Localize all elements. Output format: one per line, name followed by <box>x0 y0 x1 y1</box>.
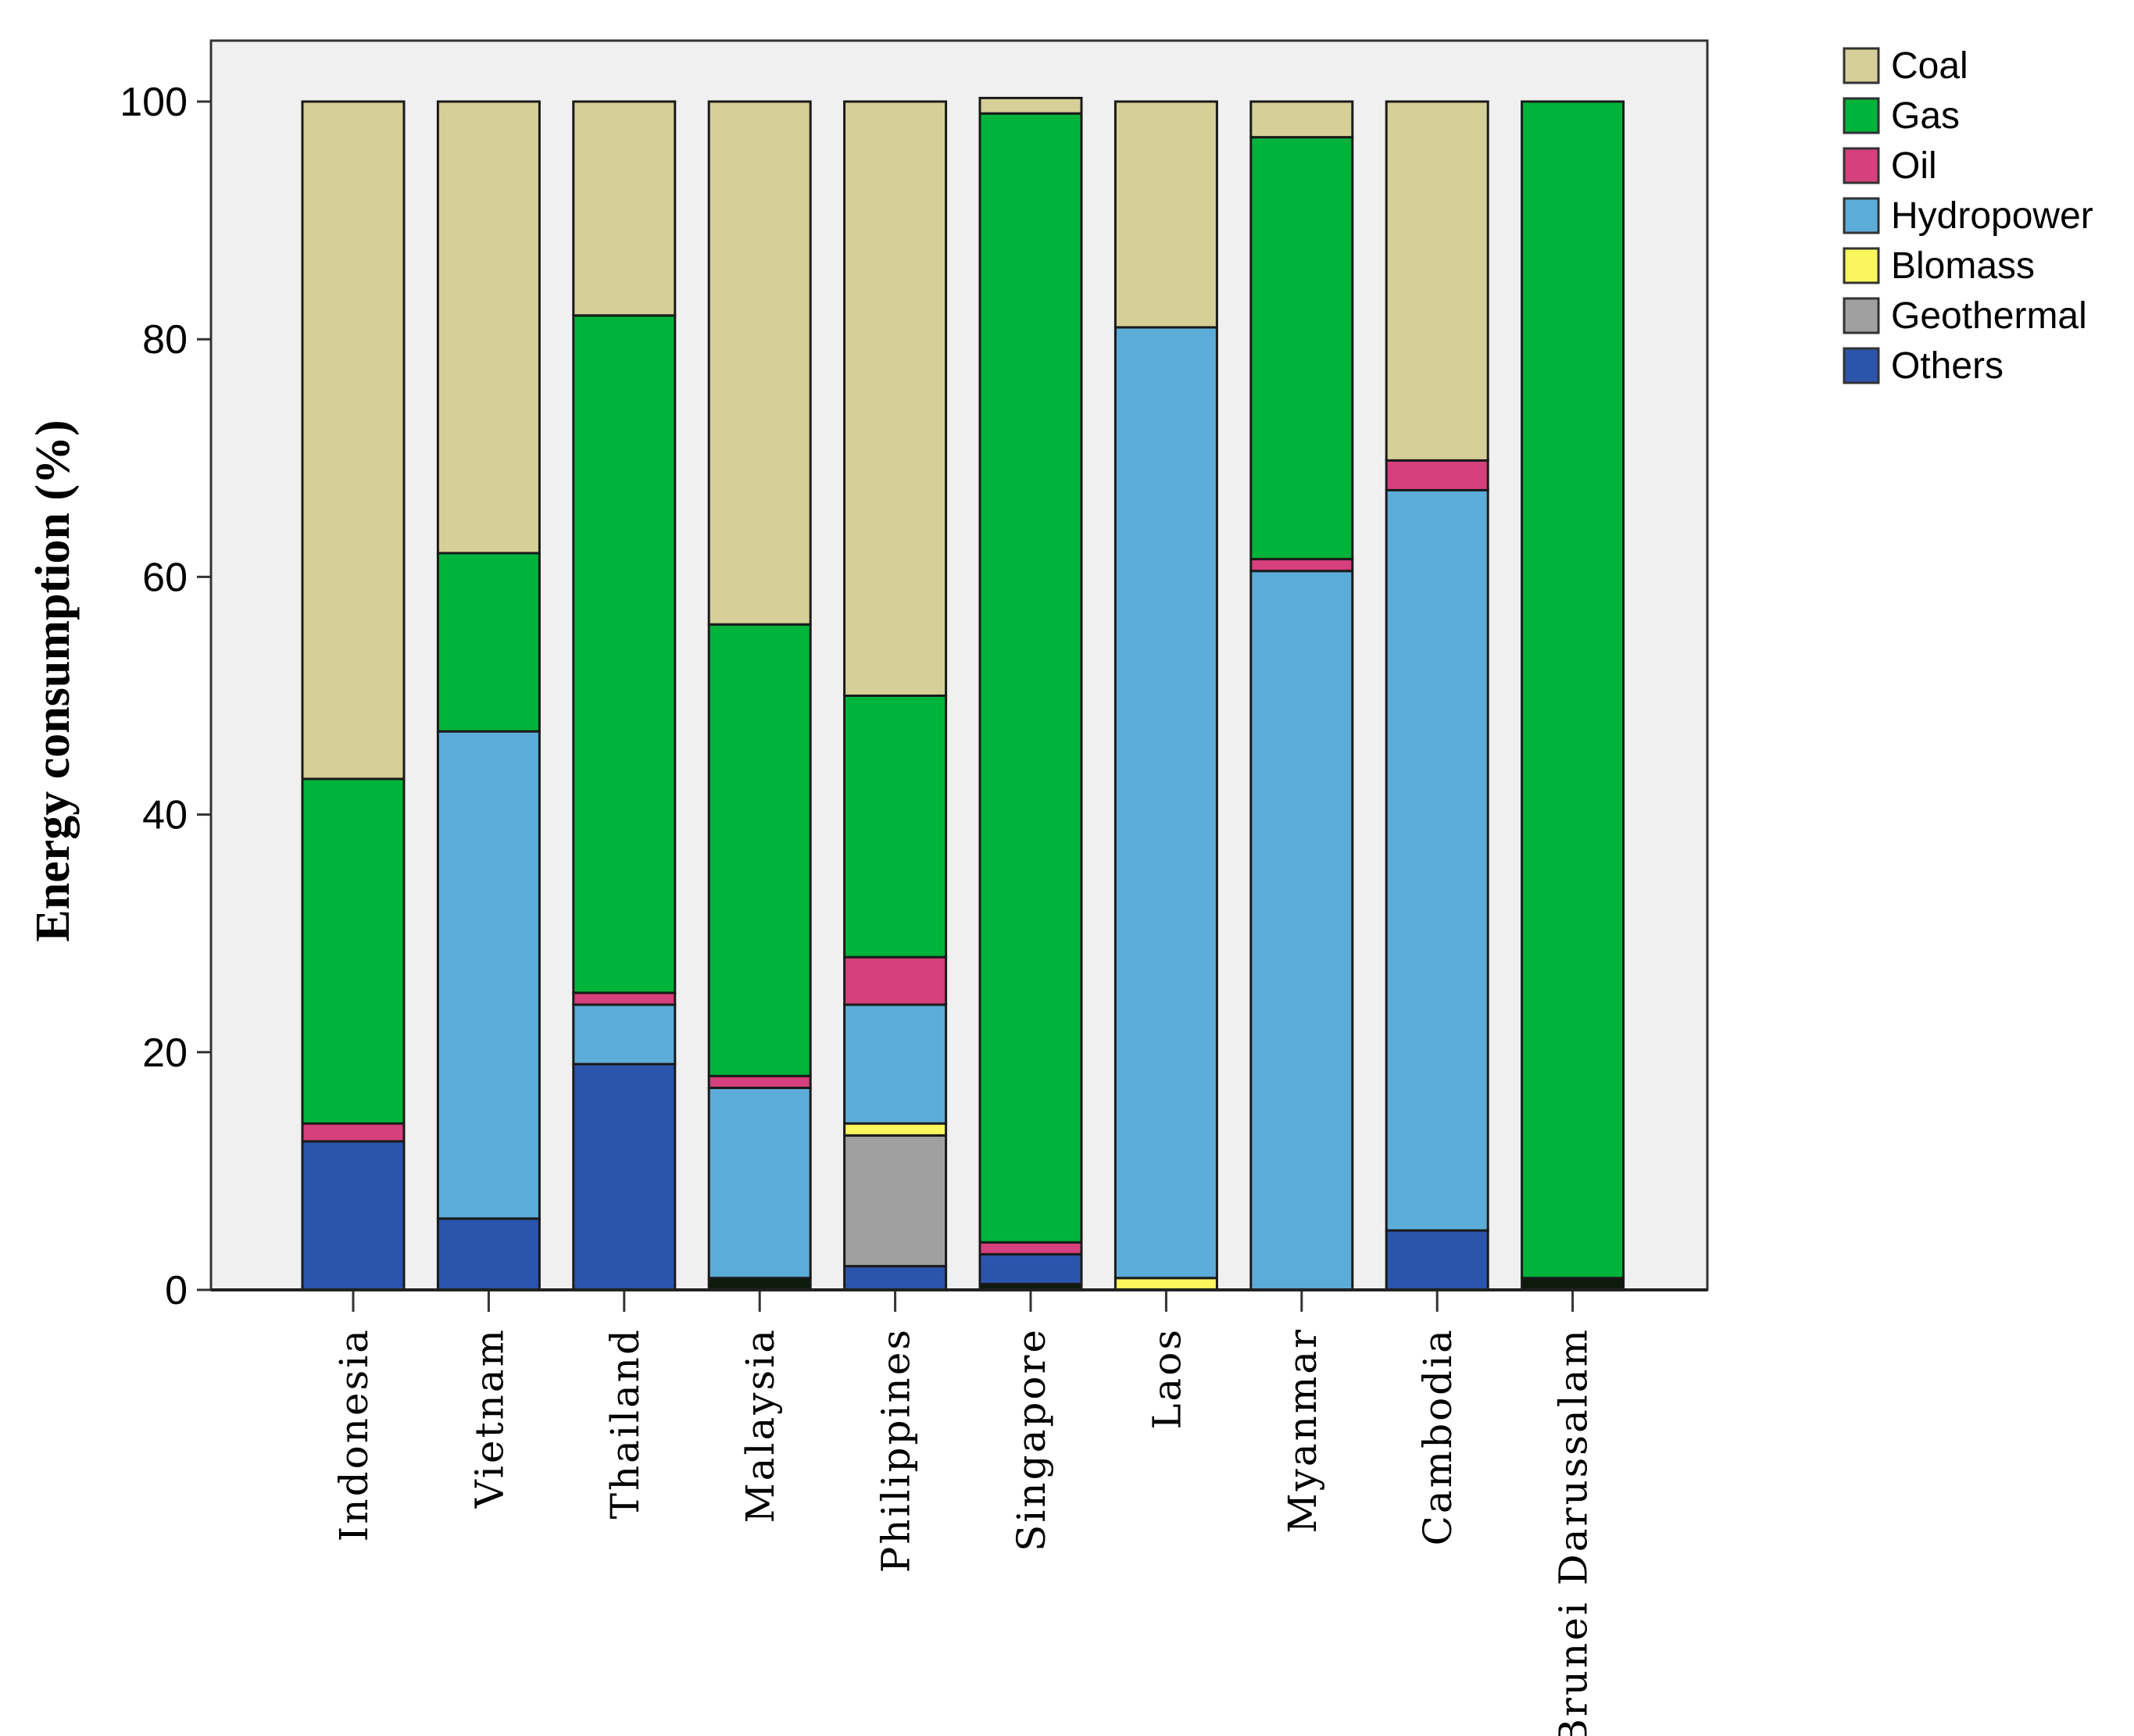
bar-segment-coal <box>978 96 1083 115</box>
legend-swatch <box>1843 297 1880 334</box>
bar-segment-gas <box>978 112 1083 1244</box>
bar-segment-others <box>301 1140 406 1291</box>
x-tick-label: Myanmar <box>1280 1327 1325 1534</box>
bar-segment-others <box>436 1217 541 1291</box>
legend-label: Geothermal <box>1891 295 2087 337</box>
bar-stack-laos <box>1113 100 1218 1291</box>
bar-segment-oil <box>301 1122 406 1143</box>
bar-segment-hydropower <box>1113 326 1218 1280</box>
x-tick-label: Philippines <box>874 1327 919 1573</box>
bar-segment-hydropower <box>436 730 541 1220</box>
legend-swatch <box>1843 47 1880 84</box>
x-tick-label: Malaysia <box>738 1327 783 1523</box>
bar-segment-gas <box>572 314 677 995</box>
bar-segment-hydropower <box>843 1003 948 1125</box>
x-tick-label: Laos <box>1144 1327 1189 1430</box>
bar-stack-singapore <box>978 96 1083 1291</box>
bar-segment-coal <box>1113 100 1218 329</box>
bar-segment-coal <box>707 100 812 626</box>
bar-segment-oil <box>707 1074 812 1089</box>
bar-segment-base <box>1521 1277 1625 1291</box>
y-tick-label: 40 <box>142 793 188 838</box>
bar-stack-vietnam <box>436 100 541 1291</box>
y-tick-label: 0 <box>165 1268 188 1313</box>
bar-stack-malaysia <box>707 100 812 1291</box>
legend-label: Oil <box>1891 145 1937 187</box>
bar-segment-hydropower <box>572 1003 677 1066</box>
legend-label: Coal <box>1891 45 1968 87</box>
legend-swatch <box>1843 197 1880 234</box>
bar-segment-others <box>1385 1229 1489 1291</box>
bar-segment-oil <box>1385 459 1489 491</box>
legend-label: Blomass <box>1891 245 2035 287</box>
bar-segment-gas <box>301 777 406 1125</box>
x-tick-label: Thailand <box>602 1327 648 1519</box>
legend-label: Others <box>1891 345 2004 387</box>
bar-segment-gas <box>1249 136 1354 561</box>
legend-swatch <box>1843 247 1880 284</box>
bar-segment-gas <box>436 552 541 733</box>
bar-segment-gas <box>843 695 948 959</box>
bar-segment-oil <box>1249 558 1354 573</box>
x-tick-label: Cambodia <box>1415 1327 1460 1545</box>
bar-segment-oil <box>572 991 677 1006</box>
y-tick-label: 100 <box>120 80 188 125</box>
bar-segment-coal <box>1385 100 1489 462</box>
bar-segment-gas <box>707 623 812 1077</box>
bar-stack-myanmar <box>1249 100 1354 1291</box>
bar-segment-coal <box>436 100 541 555</box>
y-axis-title: Energy consumption (%) <box>27 420 80 941</box>
x-tick-label: Vietnam <box>466 1327 512 1509</box>
bar-segment-coal <box>572 100 677 317</box>
x-tick-label: Indonesia <box>331 1327 377 1541</box>
legend-swatch <box>1843 347 1880 384</box>
bar-segment-others <box>978 1252 1083 1285</box>
bar-stack-indonesia <box>301 100 406 1291</box>
bar-stack-brunei-darussalam <box>1521 100 1625 1291</box>
bar-segment-oil <box>843 956 948 1006</box>
bar-stack-thailand <box>572 100 677 1291</box>
x-tick-label: Singapore <box>1009 1327 1054 1552</box>
y-tick-label: 20 <box>142 1031 188 1076</box>
bar-segment-others <box>843 1265 948 1291</box>
bar-segment-coal <box>843 100 948 697</box>
bar-segment-base <box>707 1277 812 1291</box>
bar-segment-geothermal <box>843 1134 948 1268</box>
legend-label: Gas <box>1891 95 1960 137</box>
bar-segment-others <box>572 1063 677 1291</box>
legend-label: Hydropower <box>1891 195 2093 237</box>
x-tick-label: Brunei Darussalam <box>1551 1327 1596 1736</box>
bar-segment-coal <box>1249 100 1354 139</box>
bar-stack-philippines <box>843 100 948 1291</box>
bar-segment-gas <box>1521 100 1625 1280</box>
legend-swatch <box>1843 97 1880 134</box>
bar-segment-hydropower <box>1385 488 1489 1232</box>
bar-segment-biomass <box>1113 1277 1218 1291</box>
bar-segment-hydropower <box>1249 570 1354 1291</box>
bar-stack-cambodia <box>1385 100 1489 1291</box>
bar-segment-oil <box>978 1241 1083 1256</box>
bar-segment-hydropower <box>707 1086 812 1280</box>
y-tick-label: 80 <box>142 317 188 363</box>
y-tick-label: 60 <box>142 555 188 600</box>
legend-swatch <box>1843 147 1880 184</box>
bar-segment-biomass <box>843 1122 948 1137</box>
bar-segment-coal <box>301 100 406 780</box>
